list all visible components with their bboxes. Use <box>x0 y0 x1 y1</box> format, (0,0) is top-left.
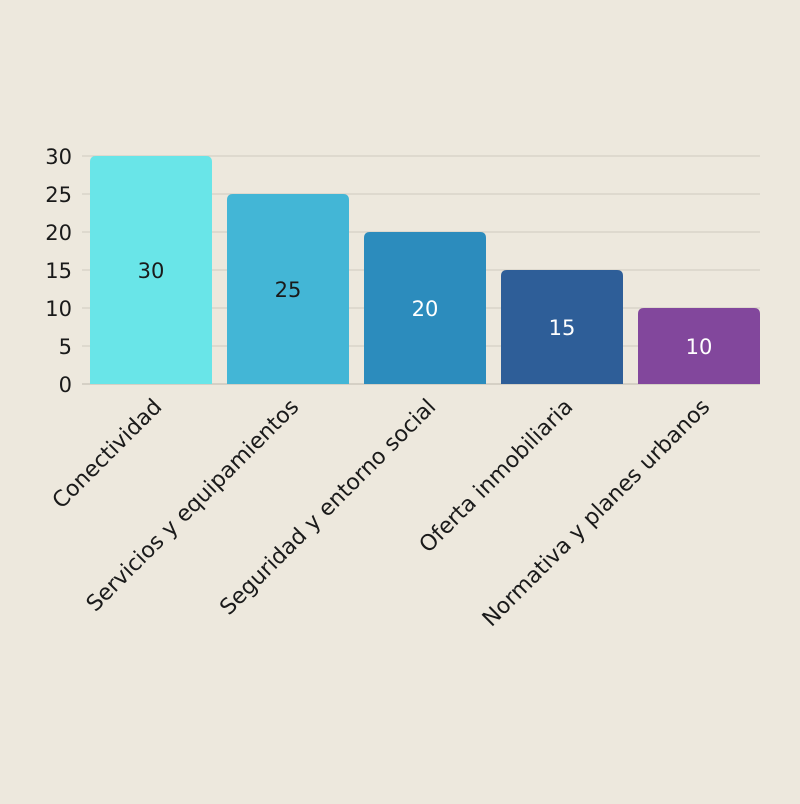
bar-1 <box>90 156 212 384</box>
bar-value-label: 10 <box>686 335 713 359</box>
y-tick-label: 25 <box>45 183 72 207</box>
y-tick-label: 15 <box>45 259 72 283</box>
y-axis-ticks: 0 5 10 15 20 25 30 <box>45 145 72 397</box>
y-tick-label: 10 <box>45 297 72 321</box>
bar-value-label: 20 <box>412 297 439 321</box>
bar-2 <box>227 194 349 384</box>
x-category-label: Seguridad y entorno social <box>215 395 441 621</box>
bar-3 <box>364 232 486 384</box>
bars: 30 25 20 15 10 <box>90 156 760 384</box>
y-tick-label: 30 <box>45 145 72 169</box>
y-tick-label: 5 <box>59 335 72 359</box>
x-category-label: Conectividad <box>48 395 167 514</box>
bar-value-label: 25 <box>275 278 302 302</box>
y-tick-label: 20 <box>45 221 72 245</box>
bar-5 <box>638 308 760 384</box>
bar-value-label: 15 <box>549 316 576 340</box>
bar-value-label: 30 <box>138 259 165 283</box>
x-category-label: Oferta inmobiliaria <box>415 395 578 558</box>
y-tick-label: 0 <box>59 373 72 397</box>
bar-4 <box>501 270 623 384</box>
x-category-label: Normativa y planes urbanos <box>478 395 715 632</box>
